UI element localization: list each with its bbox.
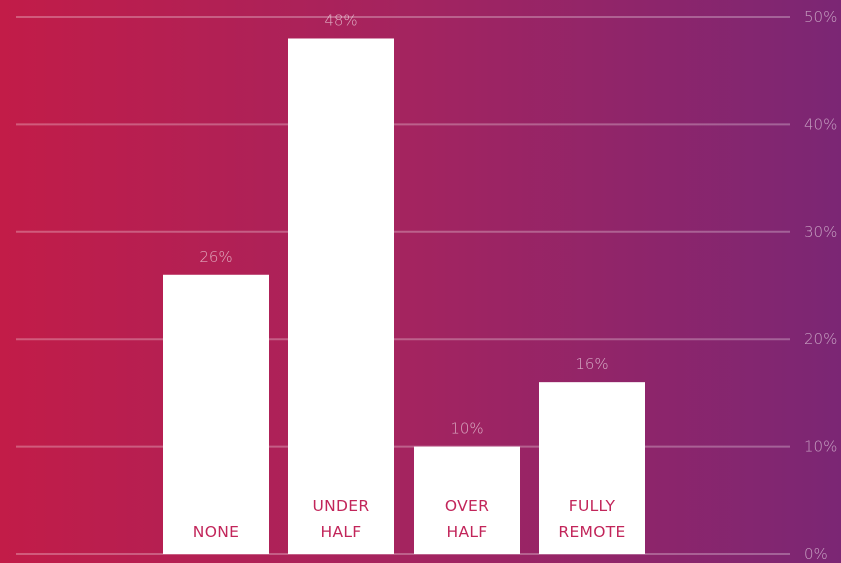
category-label: FULLY [569, 497, 616, 515]
category-label: HALF [446, 523, 487, 541]
category-label: OVER [445, 497, 489, 515]
y-tick-label: 10% [804, 438, 837, 456]
y-tick-label: 50% [804, 8, 837, 26]
bar [288, 38, 394, 555]
bar [539, 382, 645, 554]
y-tick-label: 20% [804, 330, 837, 348]
data-label: 10% [450, 420, 483, 438]
y-tick-label: 30% [804, 223, 837, 241]
category-label: NONE [193, 523, 239, 541]
data-label: 48% [324, 11, 357, 29]
y-tick-label: 0% [804, 545, 828, 563]
data-label: 16% [575, 355, 608, 373]
bar [414, 446, 520, 554]
bar [163, 274, 269, 554]
y-tick-label: 40% [804, 115, 837, 133]
category-label: REMOTE [558, 523, 625, 541]
category-label: UNDER [313, 497, 370, 515]
category-label: HALF [320, 523, 361, 541]
data-label: 26% [199, 248, 232, 266]
